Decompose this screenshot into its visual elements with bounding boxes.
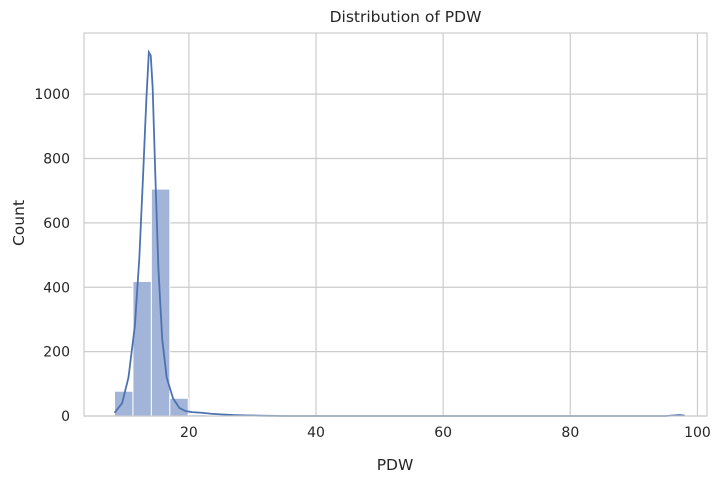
x-tick-label: 60 [434, 425, 452, 441]
kde-curve [113, 49, 685, 417]
y-tick-label: 1000 [34, 87, 70, 103]
y-axis-label: Count [10, 200, 28, 246]
x-tick-label: 100 [684, 425, 711, 441]
y-tick-label: 0 [61, 409, 70, 425]
x-axis-ticks: 20 40 60 80 100 [180, 425, 711, 441]
y-tick-label: 600 [43, 216, 70, 232]
x-tick-label: 80 [561, 425, 579, 441]
chart-title: Distribution of PDW [330, 8, 482, 26]
x-axis-label: PDW [377, 456, 414, 474]
y-tick-label: 400 [43, 280, 70, 296]
y-tick-label: 800 [43, 152, 70, 168]
grid-lines [84, 33, 707, 417]
y-tick-label: 200 [43, 345, 70, 361]
plot-frame [83, 32, 708, 417]
x-tick-label: 40 [307, 425, 325, 441]
y-axis-ticks: 0 200 400 600 800 1000 [34, 87, 70, 425]
x-tick-label: 20 [180, 425, 198, 441]
